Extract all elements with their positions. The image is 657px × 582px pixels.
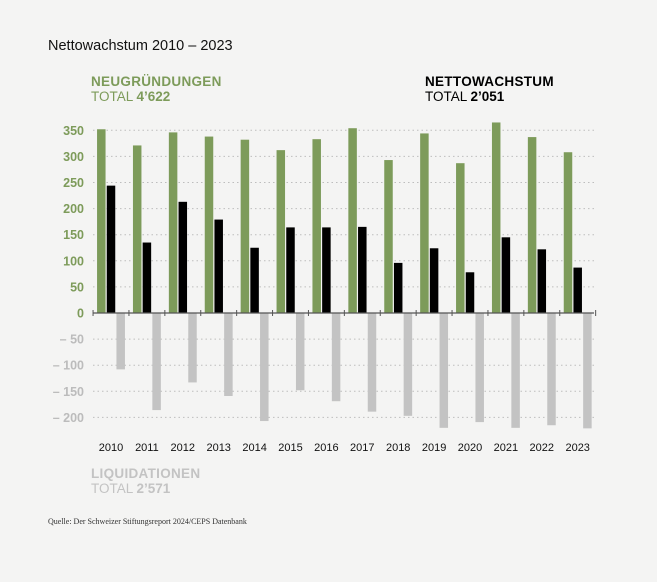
legend-neugruendungen-total: TOTAL 4’622 xyxy=(91,89,222,104)
x-tick-label: 2011 xyxy=(135,442,159,454)
bar-nettowachstum xyxy=(465,272,475,313)
x-tick-label: 2014 xyxy=(242,442,266,454)
y-tick-label: – 100 xyxy=(53,359,84,373)
bar-liquidationen xyxy=(583,313,592,429)
bar-nettowachstum xyxy=(429,248,439,313)
y-tick-label: 250 xyxy=(63,176,84,190)
bar-liquidationen xyxy=(188,313,197,383)
bar-nettowachstum xyxy=(501,237,511,313)
y-tick-label: 300 xyxy=(63,150,84,164)
bar-nettowachstum xyxy=(106,185,116,313)
x-tick-label: 2021 xyxy=(494,442,518,454)
bar-neugruendungen xyxy=(491,122,501,313)
x-tick-label: 2010 xyxy=(99,442,123,454)
x-tick-label: 2019 xyxy=(422,442,446,454)
chart-title: Nettowachstum 2010 – 2023 xyxy=(48,38,233,54)
bar-neugruendungen xyxy=(168,132,178,313)
bar-nettowachstum xyxy=(393,262,403,313)
bar-neugruendungen xyxy=(456,163,465,313)
legend-nettowachstum-label: NETTOWACHSTUM xyxy=(425,74,554,89)
bar-liquidationen xyxy=(116,313,125,370)
bar-liquidationen xyxy=(511,313,520,428)
x-tick-label: 2018 xyxy=(386,442,410,454)
legend-liquidationen-total-prefix: TOTAL xyxy=(91,481,133,496)
x-tick-label: 2022 xyxy=(530,442,554,454)
bar-neugruendungen xyxy=(312,139,321,313)
bar-nettowachstum xyxy=(286,227,295,313)
x-tick-label: 2023 xyxy=(565,442,589,454)
x-tick-label: 2016 xyxy=(314,442,338,454)
y-tick-label: 200 xyxy=(63,202,84,216)
bar-nettowachstum xyxy=(537,249,547,313)
x-tick-label: 2015 xyxy=(278,442,302,454)
bar-liquidationen xyxy=(152,313,161,411)
legend-neugruendungen-total-value: 4’622 xyxy=(136,89,171,104)
y-tick-label: 350 xyxy=(63,124,84,138)
bar-liquidationen xyxy=(439,313,449,428)
y-tick-label: – 200 xyxy=(53,411,84,425)
x-tick-label: 2012 xyxy=(171,442,195,454)
legend-nettowachstum-total: TOTAL 2’051 xyxy=(425,89,554,104)
bar-neugruendungen xyxy=(204,136,214,313)
bar-liquidationen xyxy=(260,313,269,422)
bar-neugruendungen xyxy=(348,128,357,313)
legend-liquidationen: LIQUIDATIONEN TOTAL 2’571 xyxy=(91,466,200,496)
legend-liquidationen-total: TOTAL 2’571 xyxy=(91,481,200,496)
legend-nettowachstum: NETTOWACHSTUM TOTAL 2’051 xyxy=(425,74,554,104)
y-tick-label: 100 xyxy=(63,254,84,268)
bar-neugruendungen xyxy=(276,150,286,313)
bar-nettowachstum xyxy=(573,267,582,313)
bar-nettowachstum xyxy=(178,201,188,313)
legend-liquidationen-total-value: 2’571 xyxy=(136,481,171,496)
bar-neugruendungen xyxy=(384,160,393,313)
legend-neugruendungen-total-prefix: TOTAL xyxy=(91,89,133,104)
y-tick-label: – 150 xyxy=(53,385,84,399)
bar-liquidationen xyxy=(224,313,233,396)
x-tick-label: 2013 xyxy=(206,442,230,454)
bar-liquidationen xyxy=(403,313,413,416)
bar-neugruendungen xyxy=(563,152,573,313)
bar-neugruendungen xyxy=(132,145,142,313)
legend-neugruendungen-label: NEUGRÜNDUNGEN xyxy=(91,74,222,89)
y-tick-label: 50 xyxy=(70,280,84,294)
x-tick-label: 2017 xyxy=(350,442,374,454)
bar-nettowachstum xyxy=(142,242,152,313)
y-tick-label: 150 xyxy=(63,228,84,242)
y-tick-label: – 50 xyxy=(60,333,84,347)
bar-liquidationen xyxy=(547,313,556,426)
bar-neugruendungen xyxy=(420,133,429,313)
legend-liquidationen-label: LIQUIDATIONEN xyxy=(91,466,201,481)
bar-nettowachstum xyxy=(358,226,367,313)
y-tick-label: 0 xyxy=(77,307,84,321)
legend-neugruendungen: NEUGRÜNDUNGEN TOTAL 4’622 xyxy=(91,74,222,104)
bar-liquidationen xyxy=(295,313,305,391)
bar-liquidationen xyxy=(367,313,377,412)
x-tick-label: 2020 xyxy=(458,442,482,454)
bar-neugruendungen xyxy=(97,129,106,313)
bar-liquidationen xyxy=(475,313,484,423)
bar-nettowachstum xyxy=(322,227,331,313)
bar-neugruendungen xyxy=(527,137,537,313)
legend-nettowachstum-total-value: 2’051 xyxy=(470,89,505,104)
bar-neugruendungen xyxy=(240,139,250,313)
bar-nettowachstum xyxy=(250,247,259,313)
bar-liquidationen xyxy=(331,313,341,402)
source-note: Quelle: Der Schweizer Stiftungsreport 20… xyxy=(48,517,247,526)
legend-nettowachstum-total-prefix: TOTAL xyxy=(425,89,467,104)
bar-nettowachstum xyxy=(214,219,223,313)
